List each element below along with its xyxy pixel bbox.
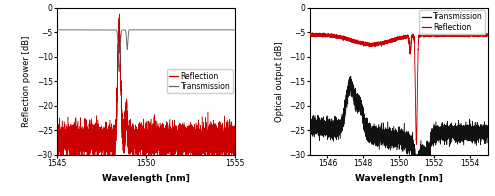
- X-axis label: Wavelength [nm]: Wavelength [nm]: [354, 174, 443, 182]
- Y-axis label: Reflection power [dB]: Reflection power [dB]: [22, 36, 31, 127]
- Legend: Reflection, Transmission: Reflection, Transmission: [167, 69, 233, 93]
- Legend: Transmission, Reflection: Transmission, Reflection: [419, 10, 485, 34]
- Y-axis label: Optical output [dB]: Optical output [dB]: [275, 41, 284, 122]
- X-axis label: Wavelength [nm]: Wavelength [nm]: [102, 174, 190, 182]
